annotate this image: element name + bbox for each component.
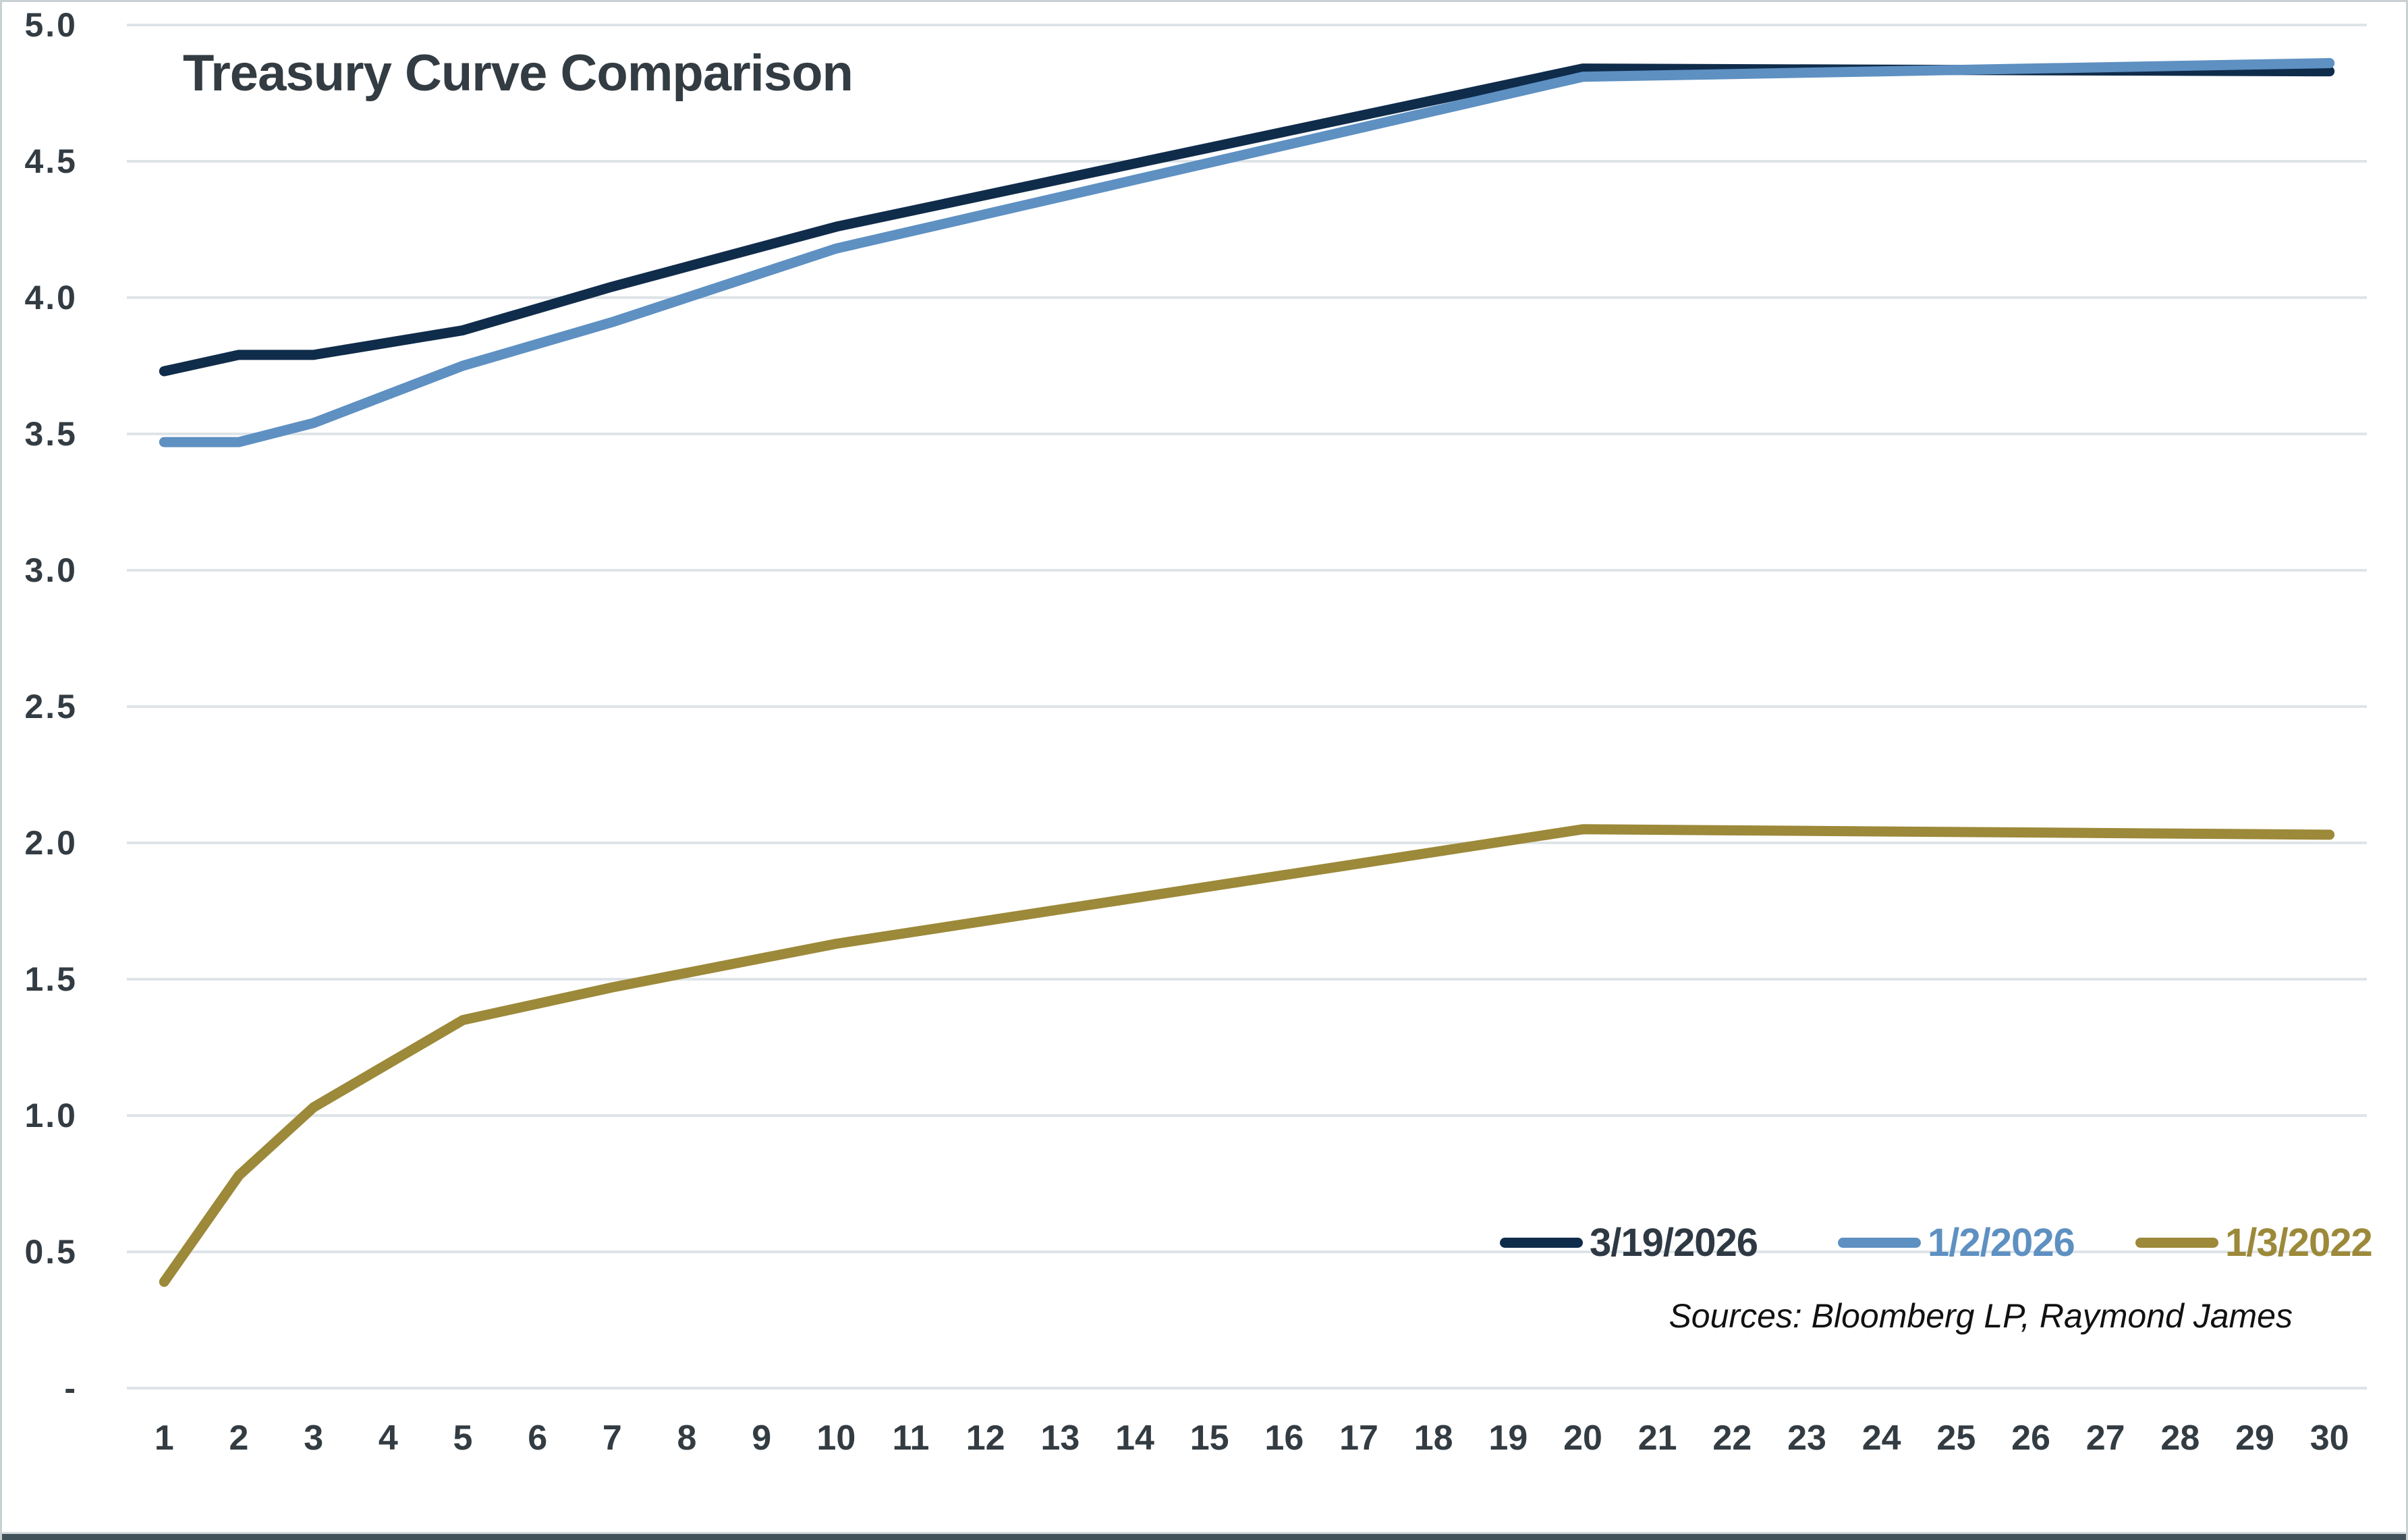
series-line-3-19-2026 <box>159 63 2335 377</box>
x-axis-tick-label: 22 <box>1712 1419 1752 1458</box>
x-axis-tick-label: 6 <box>528 1419 547 1458</box>
bottom-frame-edge <box>2 1532 2406 1540</box>
x-axis-tick-label: 11 <box>893 1419 930 1458</box>
x-axis-tick-label: 2 <box>229 1419 249 1458</box>
x-axis-tick-label: 1 <box>155 1419 174 1458</box>
y-axis-tick-label: 3.5 <box>24 415 78 453</box>
x-axis-tick-label: 7 <box>603 1419 622 1458</box>
x-axis-tick-label: 29 <box>2235 1419 2274 1458</box>
sources-note: Sources: Bloomberg LP, Raymond James <box>1669 1297 2293 1335</box>
x-axis-tick-label: 15 <box>1190 1419 1229 1458</box>
x-axis-tick-label: 30 <box>2310 1419 2349 1458</box>
x-axis-tick-label: 23 <box>1787 1419 1826 1458</box>
y-axis-tick-label: 2.0 <box>24 824 78 862</box>
legend-swatch-line <box>2135 1237 2218 1248</box>
x-axis-tick-label: 25 <box>1936 1419 1976 1458</box>
y-axis-tick-label: 5.0 <box>24 6 78 44</box>
x-axis-tick-label: 5 <box>453 1419 473 1458</box>
y-axis-tick-label: 1.5 <box>24 960 78 998</box>
x-axis-tick-label: 12 <box>966 1419 1005 1458</box>
chart-title: Treasury Curve Comparison <box>183 45 853 102</box>
x-axis-tick-label: 9 <box>752 1419 771 1458</box>
y-axis-tick-label: 3.0 <box>24 551 78 589</box>
x-axis-tick-label: 19 <box>1488 1419 1528 1458</box>
x-axis-tick-label: 17 <box>1339 1419 1378 1458</box>
x-axis-tick-label: 24 <box>1862 1419 1901 1458</box>
legend-item-1-3-2022: 1/3/2022 <box>2135 1219 2373 1266</box>
x-axis-tick-label: 26 <box>2011 1419 2050 1458</box>
x-axis-tick-label: 21 <box>1638 1419 1677 1458</box>
x-axis-tick-label: 10 <box>816 1419 856 1458</box>
x-axis-tick-label: 3 <box>304 1419 323 1458</box>
legend-label: 1/3/2022 <box>2225 1220 2373 1265</box>
y-axis-tick-label: 2.5 <box>24 688 78 725</box>
y-axis-tick-label: 1.0 <box>24 1097 78 1134</box>
legend-label: 1/2/2026 <box>1928 1220 2075 1265</box>
x-axis-tick-label: 27 <box>2086 1419 2125 1458</box>
x-axis-tick-label: 13 <box>1040 1419 1080 1458</box>
x-axis-tick-label: 4 <box>379 1419 398 1458</box>
legend-swatch-line <box>1500 1237 1583 1248</box>
legend-swatch-line <box>1838 1237 1921 1248</box>
x-axis-tick-label: 18 <box>1414 1419 1453 1458</box>
y-axis-tick-label: 0.5 <box>24 1233 78 1271</box>
y-axis-tick-label: - <box>64 1369 78 1407</box>
series-line-1-2-2026 <box>159 58 2335 447</box>
x-axis-tick-label: 16 <box>1264 1419 1304 1458</box>
x-axis-tick-label: 28 <box>2160 1419 2200 1458</box>
x-axis-tick-label: 20 <box>1563 1419 1602 1458</box>
legend-label: 3/19/2026 <box>1590 1220 1758 1265</box>
legend-item-1-2-2026: 1/2/2026 <box>1838 1219 2075 1266</box>
y-axis-tick-label: 4.0 <box>24 279 78 317</box>
y-axis-tick-label: 4.5 <box>24 142 78 180</box>
legend-item-3-19-2026: 3/19/2026 <box>1500 1219 1758 1266</box>
x-axis-tick-label: 8 <box>677 1419 697 1458</box>
series-line-1-3-2022 <box>159 824 2335 1287</box>
x-axis-tick-label: 14 <box>1115 1419 1154 1458</box>
